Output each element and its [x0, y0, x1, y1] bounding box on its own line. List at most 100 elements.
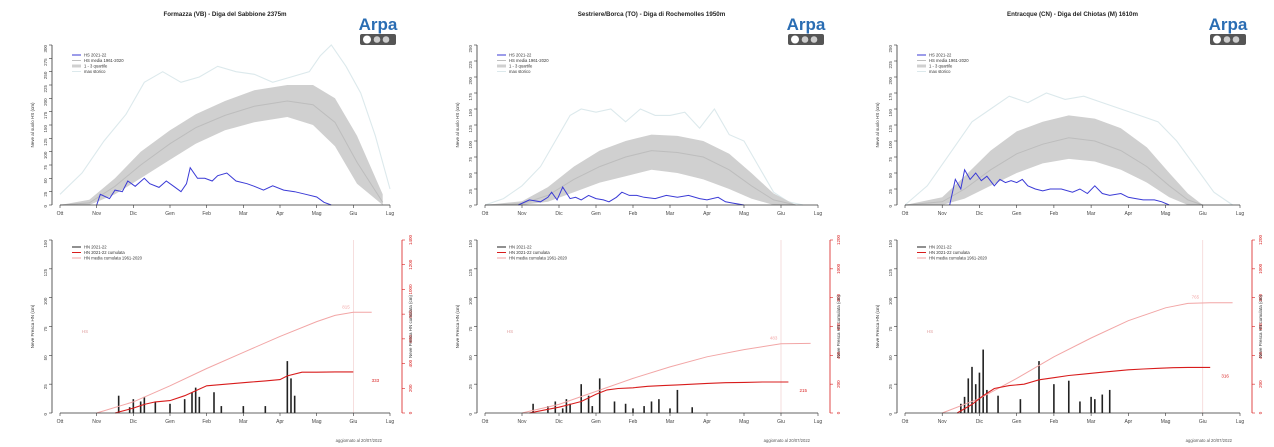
series-max-storico — [484, 108, 804, 206]
bot-1-y2-tick-label: 800 — [836, 293, 841, 301]
bot-0-y2-tick-label: 200 — [408, 384, 413, 392]
bot-2-y-label: Neve Fresca HN (cm) — [875, 304, 880, 348]
legend-label: HN 2021-22 — [84, 245, 107, 250]
series-quartile-band — [60, 85, 383, 205]
bar-hn — [565, 399, 568, 413]
bot-1-x-tick-label: Lug — [814, 419, 823, 425]
bot-1-y-tick-label: 0 — [468, 413, 473, 416]
top-0-x-tick-label: Mag — [312, 211, 322, 217]
legend-label: HN media cumulata 1961-2020 — [929, 256, 988, 261]
top-0-x-tick-label: Giu — [349, 211, 357, 217]
bot-0-x-tick-label: Gen — [165, 419, 175, 425]
bar-hn — [1038, 361, 1040, 413]
bar-hn — [191, 392, 193, 413]
top-2-x-tick-label: Feb — [1050, 211, 1059, 217]
logo-text: Arpa — [787, 15, 826, 34]
top-0-y-tick-label: 275 — [43, 58, 48, 66]
bar-hn — [532, 403, 534, 413]
bar-hn — [1067, 380, 1070, 413]
top-1-y-tick-label: 25 — [468, 189, 473, 195]
top-1-y-tick-label: 200 — [468, 77, 473, 85]
top-1-x-tick-label: Feb — [629, 211, 638, 217]
bar-hn — [1094, 399, 1096, 413]
bot-1-y2-tick-label: 0 — [836, 411, 841, 414]
bot-2-y2-tick-label: 600 — [1258, 322, 1263, 330]
bot-1-y-label: Neve Fresca HN (cm) — [455, 304, 460, 348]
bar-hn — [691, 407, 693, 413]
top-chart-0: Formazza (VB) - Diga del Sabbione 2375m 0… — [30, 11, 394, 217]
bar-hn — [650, 401, 653, 413]
bot-0-y-tick-label: 125 — [43, 268, 48, 276]
bar-hn — [624, 403, 627, 413]
bot-2-x-tick-label: Nov — [938, 419, 947, 425]
legend-label: HN media cumulata 1961-2020 — [84, 256, 143, 261]
bot-0-y2-tick-label: 0 — [408, 411, 413, 414]
bar-hn — [220, 406, 223, 413]
bar-hn — [293, 395, 296, 413]
top-0-x-tick-label: Lug — [386, 211, 395, 217]
bot-2-y-tick-label: 100 — [888, 297, 893, 305]
sa-icon — [810, 36, 818, 43]
legend-label: HS media 1961-2020 — [509, 58, 549, 63]
top-0-y-tick-label: 50 — [43, 178, 48, 184]
top-0-y-tick-label: 175 — [43, 111, 48, 119]
top-1-y-tick-label: 225 — [468, 61, 473, 69]
top-0-x-tick-label: Mar — [239, 211, 248, 217]
series-hn-cumulata — [529, 381, 789, 414]
top-2-x-tick-label: Apr — [1124, 211, 1132, 217]
top-1-x-tick-label: Nov — [518, 211, 527, 217]
top-1-x-tick-label: Ott — [482, 211, 489, 217]
bot-0-y-tick-label: 0 — [43, 413, 48, 416]
series-hs-media — [484, 150, 796, 206]
bot-2-y2-tick-label: 400 — [1258, 351, 1263, 359]
series-hn-media-cumulata — [942, 302, 1233, 414]
bar-hn — [982, 349, 984, 413]
bar-hn — [587, 395, 590, 413]
bot-2-x-tick-label: Gen — [1012, 419, 1022, 425]
legend-label: HN 2021-22 cumulata — [929, 250, 970, 255]
series-quartile-band — [485, 134, 796, 205]
bar-hn — [154, 401, 157, 413]
bot-1-y2-tick-label: 1000 — [836, 263, 841, 274]
bot-0-y-tick-label: 25 — [43, 384, 48, 390]
bar-hn — [264, 406, 267, 413]
bot-2-y-tick-label: 25 — [888, 384, 893, 390]
bot-2-y-tick-label: 125 — [888, 268, 893, 276]
series-hs-2021-22 — [96, 166, 332, 206]
chart-title: Sestriere/Borca (TO) - Diga di Rochemoll… — [578, 11, 726, 18]
cc-icon — [1213, 35, 1221, 44]
bot-2-x-tick-label: Giu — [1199, 419, 1207, 425]
left-note: HS — [927, 329, 933, 334]
bottom-chart-0: 815 333 HS 0 25 50 75 100 125 150 Ott Nov Dic Gen Feb M… — [30, 234, 413, 443]
bot-0-y2-tick-label: 1200 — [408, 259, 413, 270]
legend-label: HN media cumulata 1961-2020 — [509, 256, 568, 261]
bar-hn — [632, 408, 634, 413]
bot-0-x-tick-label: Ott — [57, 419, 64, 425]
chart-title: Formazza (VB) - Diga del Sabbione 2375m — [163, 11, 287, 18]
top-1-x-tick-label: Mag — [739, 211, 749, 217]
series-hn-cumulata — [114, 371, 354, 414]
mean-end-value: 483 — [770, 335, 778, 340]
top-2-x-tick-label: Giu — [1199, 211, 1207, 217]
bot-2-y2-tick-label: 0 — [1258, 411, 1263, 414]
top-2-x-tick-label: Mar — [1087, 211, 1096, 217]
bot-2-y-tick-label: 0 — [888, 413, 893, 416]
legend-label: 1 - 3 quartile — [509, 64, 533, 69]
top-2-y-tick-label: 150 — [888, 109, 893, 117]
bot-2-y2-tick-label: 1000 — [1258, 263, 1263, 274]
cc-icon — [363, 35, 371, 44]
left-note: HS — [507, 329, 513, 334]
top-1-y-label: Neve al suolo HS (cm) — [455, 102, 460, 148]
bot-1-y-tick-label: 25 — [468, 384, 473, 390]
top-1-y-tick-label: 125 — [468, 125, 473, 133]
bar-hn — [128, 407, 131, 413]
bot-0-x-tick-label: Mag — [312, 419, 322, 425]
top-1-x-tick-label: Mar — [666, 211, 675, 217]
bar-hn — [1019, 399, 1022, 413]
top-1-x-tick-label: Giu — [777, 211, 785, 217]
bar-hn — [1053, 384, 1055, 413]
top-0-y-tick-label: 250 — [43, 71, 48, 79]
bar-hn — [1108, 389, 1111, 413]
top-2-x-tick-label: Nov — [938, 211, 947, 217]
top-1-y-tick-label: 0 — [468, 205, 473, 208]
